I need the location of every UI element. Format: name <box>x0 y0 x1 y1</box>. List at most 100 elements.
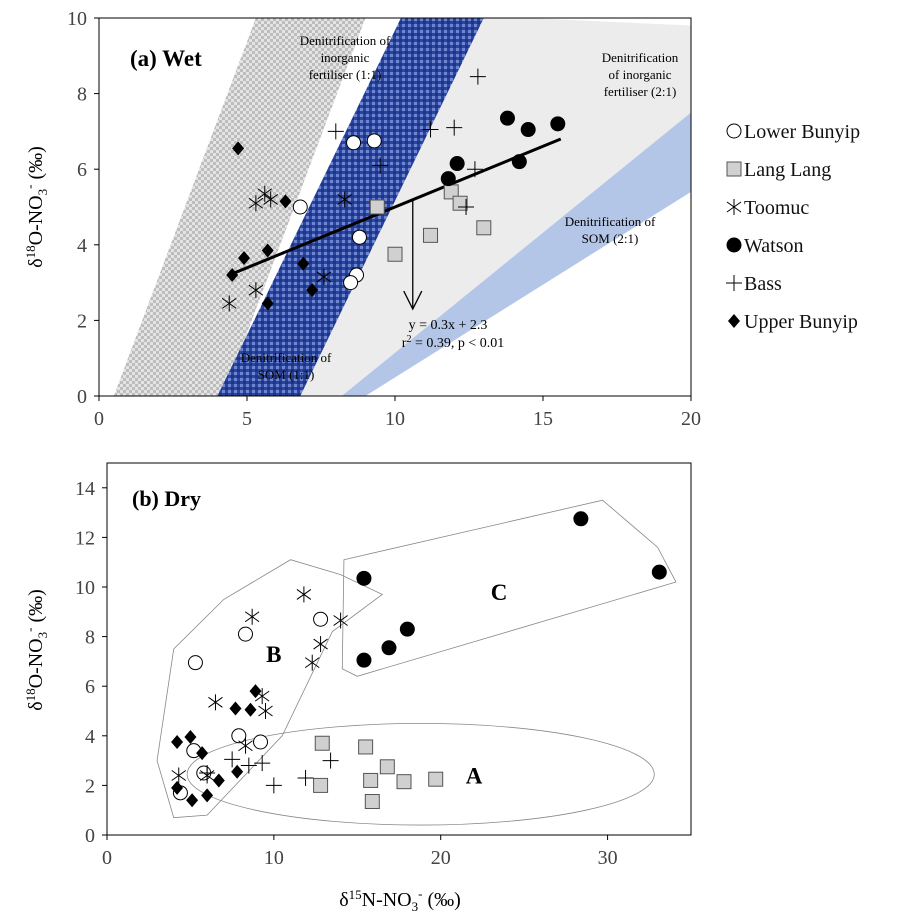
panel-dry-ytick-label: 2 <box>85 775 95 797</box>
wet-point-upper-bunyip <box>297 256 310 271</box>
dry-point-watson <box>381 640 397 656</box>
dry-point-upper-bunyip <box>171 780 184 795</box>
panel-dry-points <box>171 511 667 810</box>
wet-point-watson <box>449 156 465 172</box>
wet-point-lower-bunyip <box>292 199 308 215</box>
panel-dry-ytick-label: 12 <box>75 527 95 549</box>
dry-point-lower-bunyip <box>237 626 253 642</box>
panel-dry-xtick-label: 20 <box>431 847 451 869</box>
panel-wet-xtick-label: 20 <box>681 408 701 430</box>
legend-item-upper-bunyip: Upper Bunyip <box>728 311 858 333</box>
dry-point-lang-lang <box>363 772 379 788</box>
dry-point-lower-bunyip <box>313 611 329 627</box>
panel-dry-xtick-label: 30 <box>598 847 618 869</box>
legend-marker <box>726 237 742 253</box>
wet-point-upper-bunyip <box>261 243 274 258</box>
panel-wet-ytick-label: 10 <box>67 8 87 30</box>
legend-marker <box>726 123 742 139</box>
wet-point-toomuc <box>221 295 237 312</box>
panel-dry-axes: 0 10 20 30 0 2 4 6 8 10 12 14 <box>75 478 618 869</box>
wet-point-lang-lang <box>423 227 439 243</box>
dry-point-toomuc <box>208 694 223 711</box>
regression-arrow-head <box>403 290 423 311</box>
legend-item-bass: Bass <box>726 273 782 295</box>
dry-point-toomuc <box>244 608 260 625</box>
dry-point-bass <box>199 765 216 781</box>
dry-point-watson <box>651 564 667 580</box>
group-labels: A B C <box>266 580 507 789</box>
dry-point-bass <box>297 769 314 786</box>
dry-point-bass <box>265 777 282 794</box>
panel-dry-ytick-label: 8 <box>85 627 95 649</box>
wet-point-bass <box>372 157 389 174</box>
dry-point-bass <box>322 752 339 769</box>
band-label-fert21: Denitrification of inorganic fertiliser (2… <box>602 50 679 99</box>
dry-point-upper-bunyip <box>196 746 209 761</box>
dry-point-toomuc <box>333 612 348 629</box>
group-b-outline <box>156 559 384 819</box>
band-labels: Denitrification of inorganic fertiliser (1… <box>241 33 679 382</box>
band-som-2-1 <box>341 112 691 396</box>
dry-point-lang-lang <box>358 739 374 755</box>
legend-label: Bass <box>744 273 782 295</box>
panel-dry-ytick-label: 10 <box>75 577 95 599</box>
wet-point-toomuc <box>263 191 278 208</box>
regression-line <box>228 137 562 277</box>
dry-point-lang-lang <box>364 794 380 810</box>
dry-point-upper-bunyip <box>184 730 197 745</box>
legend-label: Upper Bunyip <box>744 311 858 333</box>
panel-dry-xlabel: δ15N-NO3- (‰) <box>339 886 461 914</box>
wet-point-upper-bunyip <box>226 268 239 283</box>
wet-point-watson <box>520 122 536 138</box>
dry-point-lower-bunyip <box>253 734 269 750</box>
panel-dry-label: (b) Dry <box>132 486 201 511</box>
legend-label: Lang Lang <box>744 159 831 181</box>
panel-wet-xtick-label: 10 <box>385 408 405 430</box>
dry-point-upper-bunyip <box>186 793 199 808</box>
panel-dry-ytick-label: 14 <box>75 478 95 500</box>
dry-point-toomuc <box>296 586 312 603</box>
panel-wet-ytick-label: 2 <box>77 310 87 332</box>
wet-point-upper-bunyip <box>261 296 274 311</box>
panel-dry-xtick-label: 0 <box>102 847 112 869</box>
wet-point-lower-bunyip <box>346 135 362 151</box>
dry-point-watson <box>356 570 372 586</box>
group-label-b: B <box>266 642 281 667</box>
wet-point-watson <box>440 171 456 187</box>
band-fertiliser-1-1 <box>113 18 366 396</box>
dry-point-upper-bunyip <box>229 701 242 716</box>
dry-point-lang-lang <box>314 735 330 751</box>
group-c-outline <box>341 499 677 677</box>
legend-item-lang-lang: Lang Lang <box>726 159 831 181</box>
wet-point-lang-lang <box>452 195 468 211</box>
panel-wet-ytick-label: 0 <box>77 386 87 408</box>
wet-point-bass <box>422 121 439 138</box>
group-a-outline <box>186 722 655 826</box>
panel-wet-xtick-label: 0 <box>94 408 104 430</box>
wet-point-watson <box>499 110 515 126</box>
panel-dry: 0 10 20 30 0 2 4 6 8 10 12 14 A B C (b) Dry δ18O-NO3-… <box>22 462 692 914</box>
band-label-fert11: Denitrification of inorganic fertiliser (1… <box>300 33 391 82</box>
dry-point-watson <box>356 652 372 668</box>
dry-point-lang-lang <box>379 759 395 775</box>
dry-point-toomuc <box>171 767 187 784</box>
panel-dry-ylabel: δ18O-NO3- (‰) <box>22 589 50 711</box>
wet-point-watson <box>511 154 527 170</box>
dry-point-toomuc <box>238 737 253 754</box>
legend-label: Toomuc <box>744 197 809 219</box>
dry-point-bass <box>240 757 257 774</box>
dry-point-bass <box>224 751 241 768</box>
group-label-c: C <box>491 580 508 605</box>
panel-dry-xtick-label: 10 <box>264 847 284 869</box>
panel-wet-label: (a) Wet <box>130 46 202 71</box>
regression-stats: r2 = 0.39, p < 0.01 <box>402 334 504 351</box>
dry-point-watson <box>399 621 415 637</box>
panel-wet-points <box>221 68 566 312</box>
legend: Lower Bunyip Lang Lang Toomuc Watson Bass Upp… <box>726 121 860 333</box>
wet-point-lower-bunyip <box>366 133 382 149</box>
wet-point-upper-bunyip <box>306 283 319 298</box>
band-som-1-1 <box>217 18 484 396</box>
wet-point-upper-bunyip <box>232 141 245 156</box>
wet-point-lang-lang <box>476 220 492 236</box>
dry-point-toomuc <box>258 703 273 719</box>
